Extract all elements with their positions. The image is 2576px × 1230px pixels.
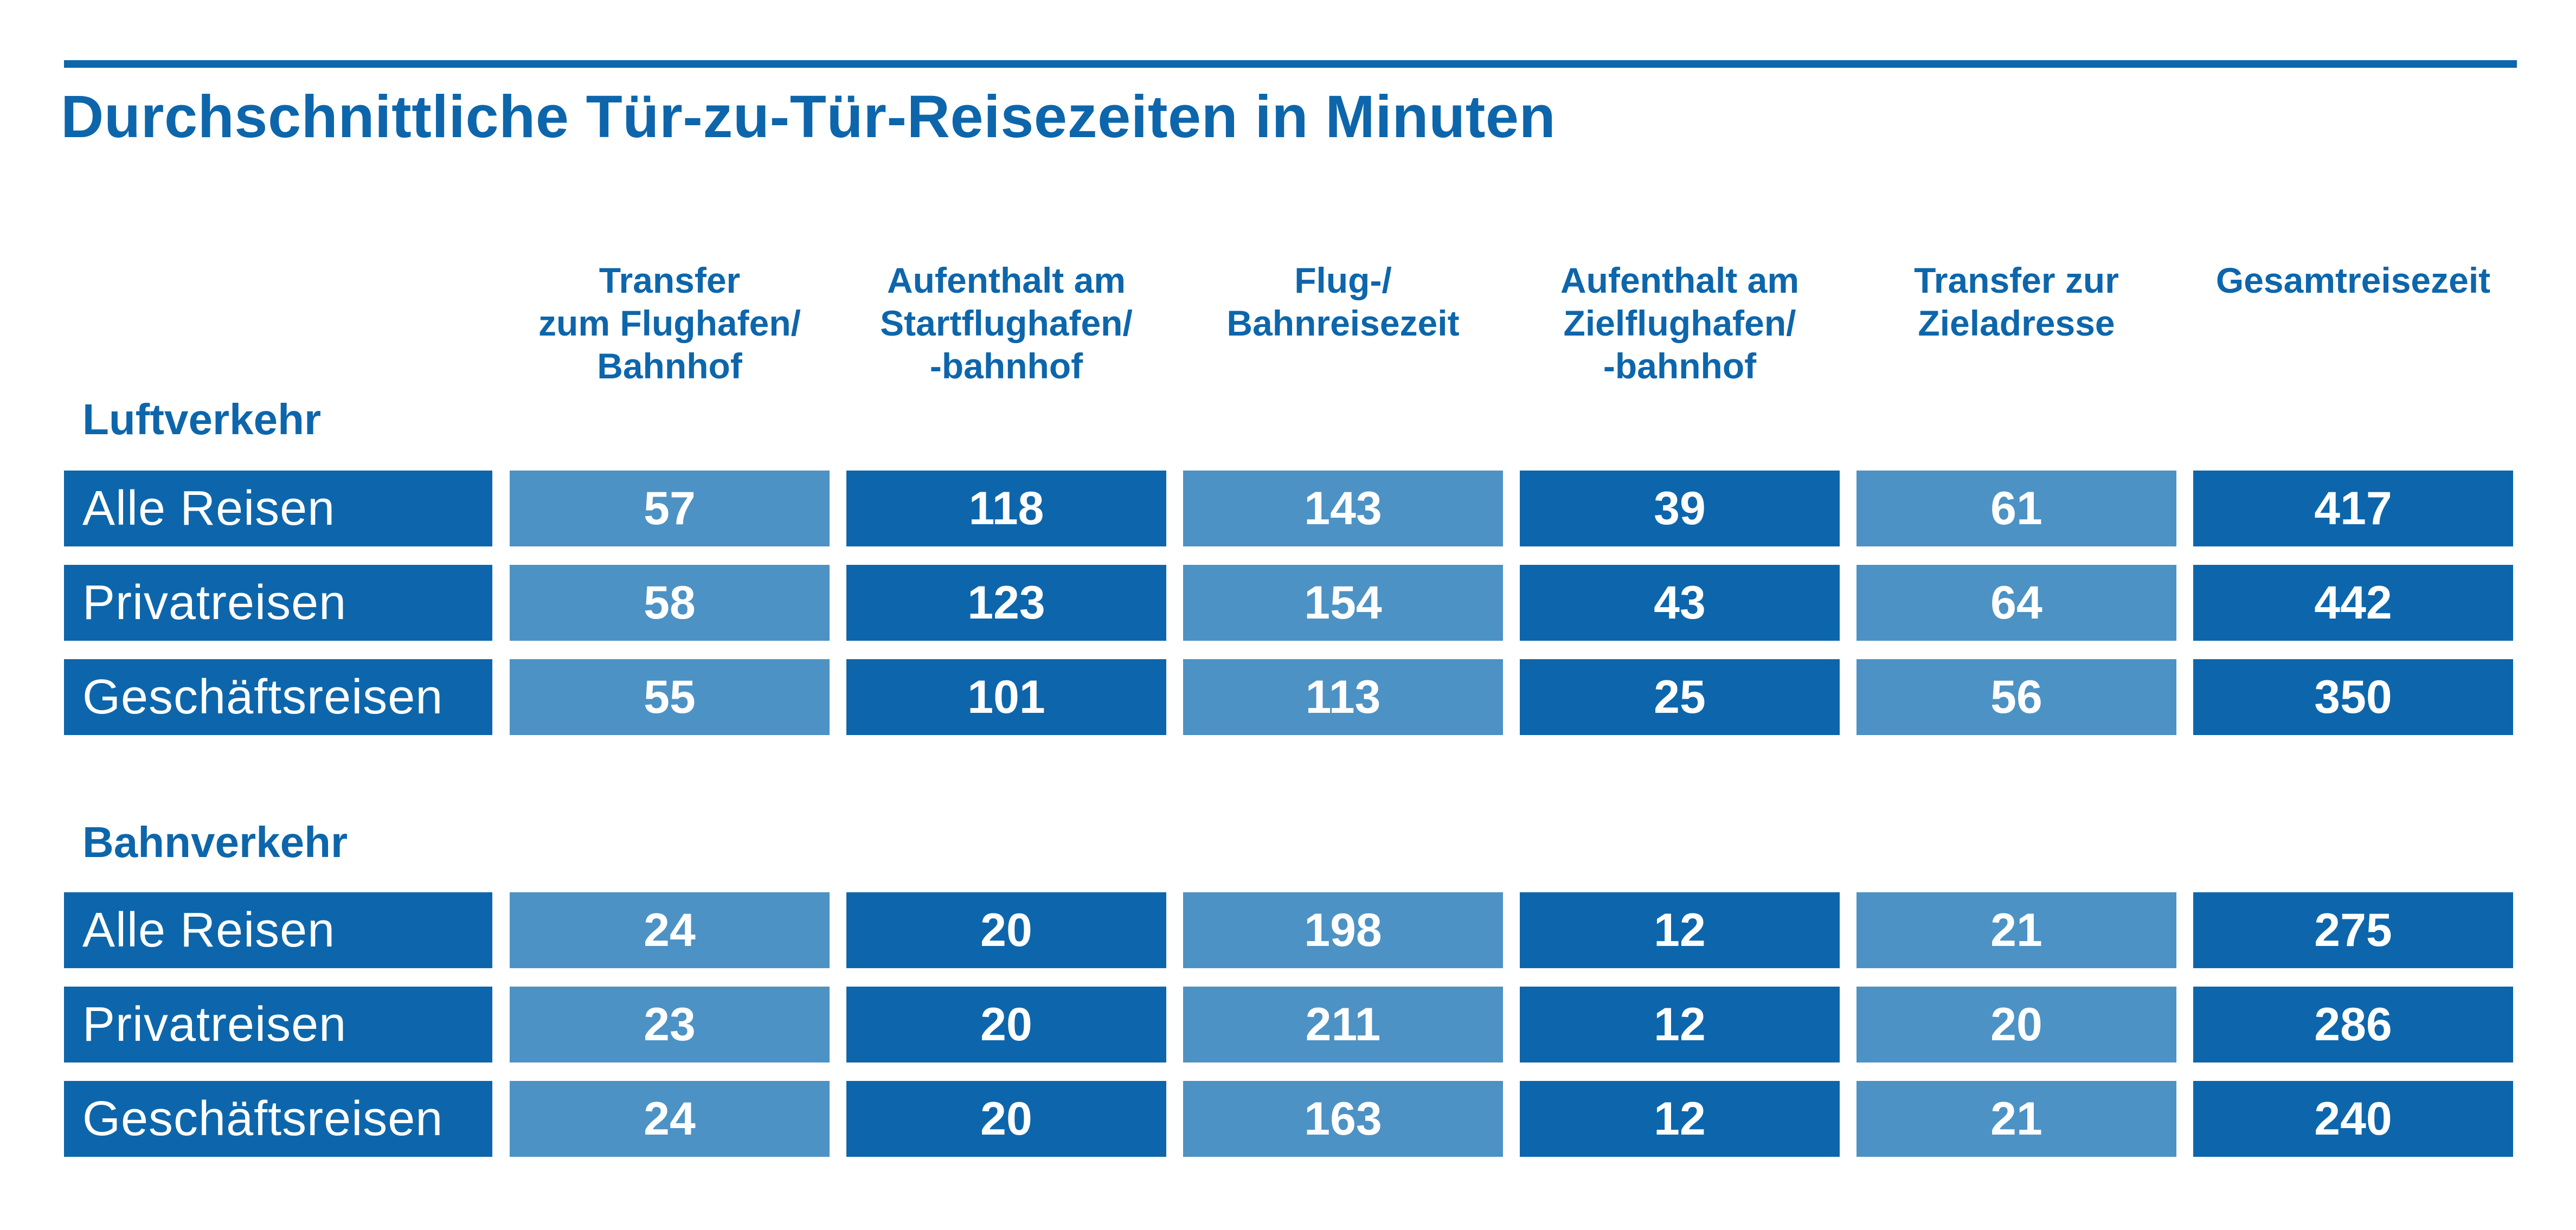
data-cell: 20 bbox=[1856, 987, 2176, 1062]
data-cell: 24 bbox=[510, 892, 830, 968]
data-cell: 350 bbox=[2193, 659, 2513, 735]
data-cell: 275 bbox=[2193, 892, 2513, 968]
data-cell: 39 bbox=[1520, 471, 1840, 546]
data-cell: 163 bbox=[1183, 1081, 1503, 1157]
row-label-luftverkehr-privatreisen: Privatreisen bbox=[64, 565, 492, 641]
data-cell: 20 bbox=[846, 892, 1166, 968]
data-cell: 417 bbox=[2193, 471, 2513, 546]
data-cell: 20 bbox=[846, 987, 1166, 1062]
data-cell: 113 bbox=[1183, 659, 1503, 735]
chart-title: Durchschnittliche Tür-zu-Tür-Reisezeiten… bbox=[61, 83, 1556, 150]
data-cell: 43 bbox=[1520, 565, 1840, 641]
column-header-stay-destination: Aufenthalt am Zielflughafen/ -bahnhof bbox=[1560, 260, 1800, 386]
column-header-transfer-start: Transfer zum Flughafen/ Bahnhof bbox=[538, 260, 801, 386]
column-header-total-time: Gesamtreisezeit bbox=[2215, 260, 2491, 300]
data-cell: 286 bbox=[2193, 987, 2513, 1062]
data-cell: 12 bbox=[1520, 892, 1840, 968]
top-rule bbox=[64, 60, 2517, 68]
data-cell: 56 bbox=[1856, 659, 2176, 735]
section-label-luftverkehr: Luftverkehr bbox=[82, 395, 322, 443]
data-cell: 24 bbox=[510, 1081, 830, 1157]
row-label-bahnverkehr-gesch-ftsreisen: Geschäftsreisen bbox=[64, 1081, 492, 1157]
data-cell: 21 bbox=[1856, 892, 2176, 968]
data-cell: 57 bbox=[510, 471, 830, 546]
data-cell: 58 bbox=[510, 565, 830, 641]
data-cell: 101 bbox=[846, 659, 1166, 735]
data-cell: 12 bbox=[1520, 987, 1840, 1062]
row-label-luftverkehr-gesch-ftsreisen: Geschäftsreisen bbox=[64, 659, 492, 735]
data-cell: 211 bbox=[1183, 987, 1503, 1062]
data-cell: 61 bbox=[1856, 471, 2176, 546]
data-cell: 21 bbox=[1856, 1081, 2176, 1157]
row-label-bahnverkehr-privatreisen: Privatreisen bbox=[64, 987, 492, 1062]
data-cell: 154 bbox=[1183, 565, 1503, 641]
column-header-travel-time: Flug-/ Bahnreisezeit bbox=[1226, 260, 1460, 343]
data-cell: 12 bbox=[1520, 1081, 1840, 1157]
row-label-luftverkehr-alle-reisen: Alle Reisen bbox=[64, 471, 492, 546]
data-cell: 198 bbox=[1183, 892, 1503, 968]
data-cell: 442 bbox=[2193, 565, 2513, 641]
data-cell: 55 bbox=[510, 659, 830, 735]
section-label-bahnverkehr: Bahnverkehr bbox=[82, 818, 348, 866]
data-cell: 25 bbox=[1520, 659, 1840, 735]
data-cell: 64 bbox=[1856, 565, 2176, 641]
column-header-transfer-destination: Transfer zur Zieladresse bbox=[1914, 260, 2119, 343]
row-label-bahnverkehr-alle-reisen: Alle Reisen bbox=[64, 892, 492, 968]
data-cell: 240 bbox=[2193, 1081, 2513, 1157]
data-cell: 118 bbox=[846, 471, 1166, 546]
data-cell: 20 bbox=[846, 1081, 1166, 1157]
data-cell: 143 bbox=[1183, 471, 1503, 546]
data-cell: 123 bbox=[846, 565, 1166, 641]
column-header-stay-start: Aufenthalt am Startflughafen/ -bahnhof bbox=[880, 260, 1133, 386]
data-cell: 23 bbox=[510, 987, 830, 1062]
